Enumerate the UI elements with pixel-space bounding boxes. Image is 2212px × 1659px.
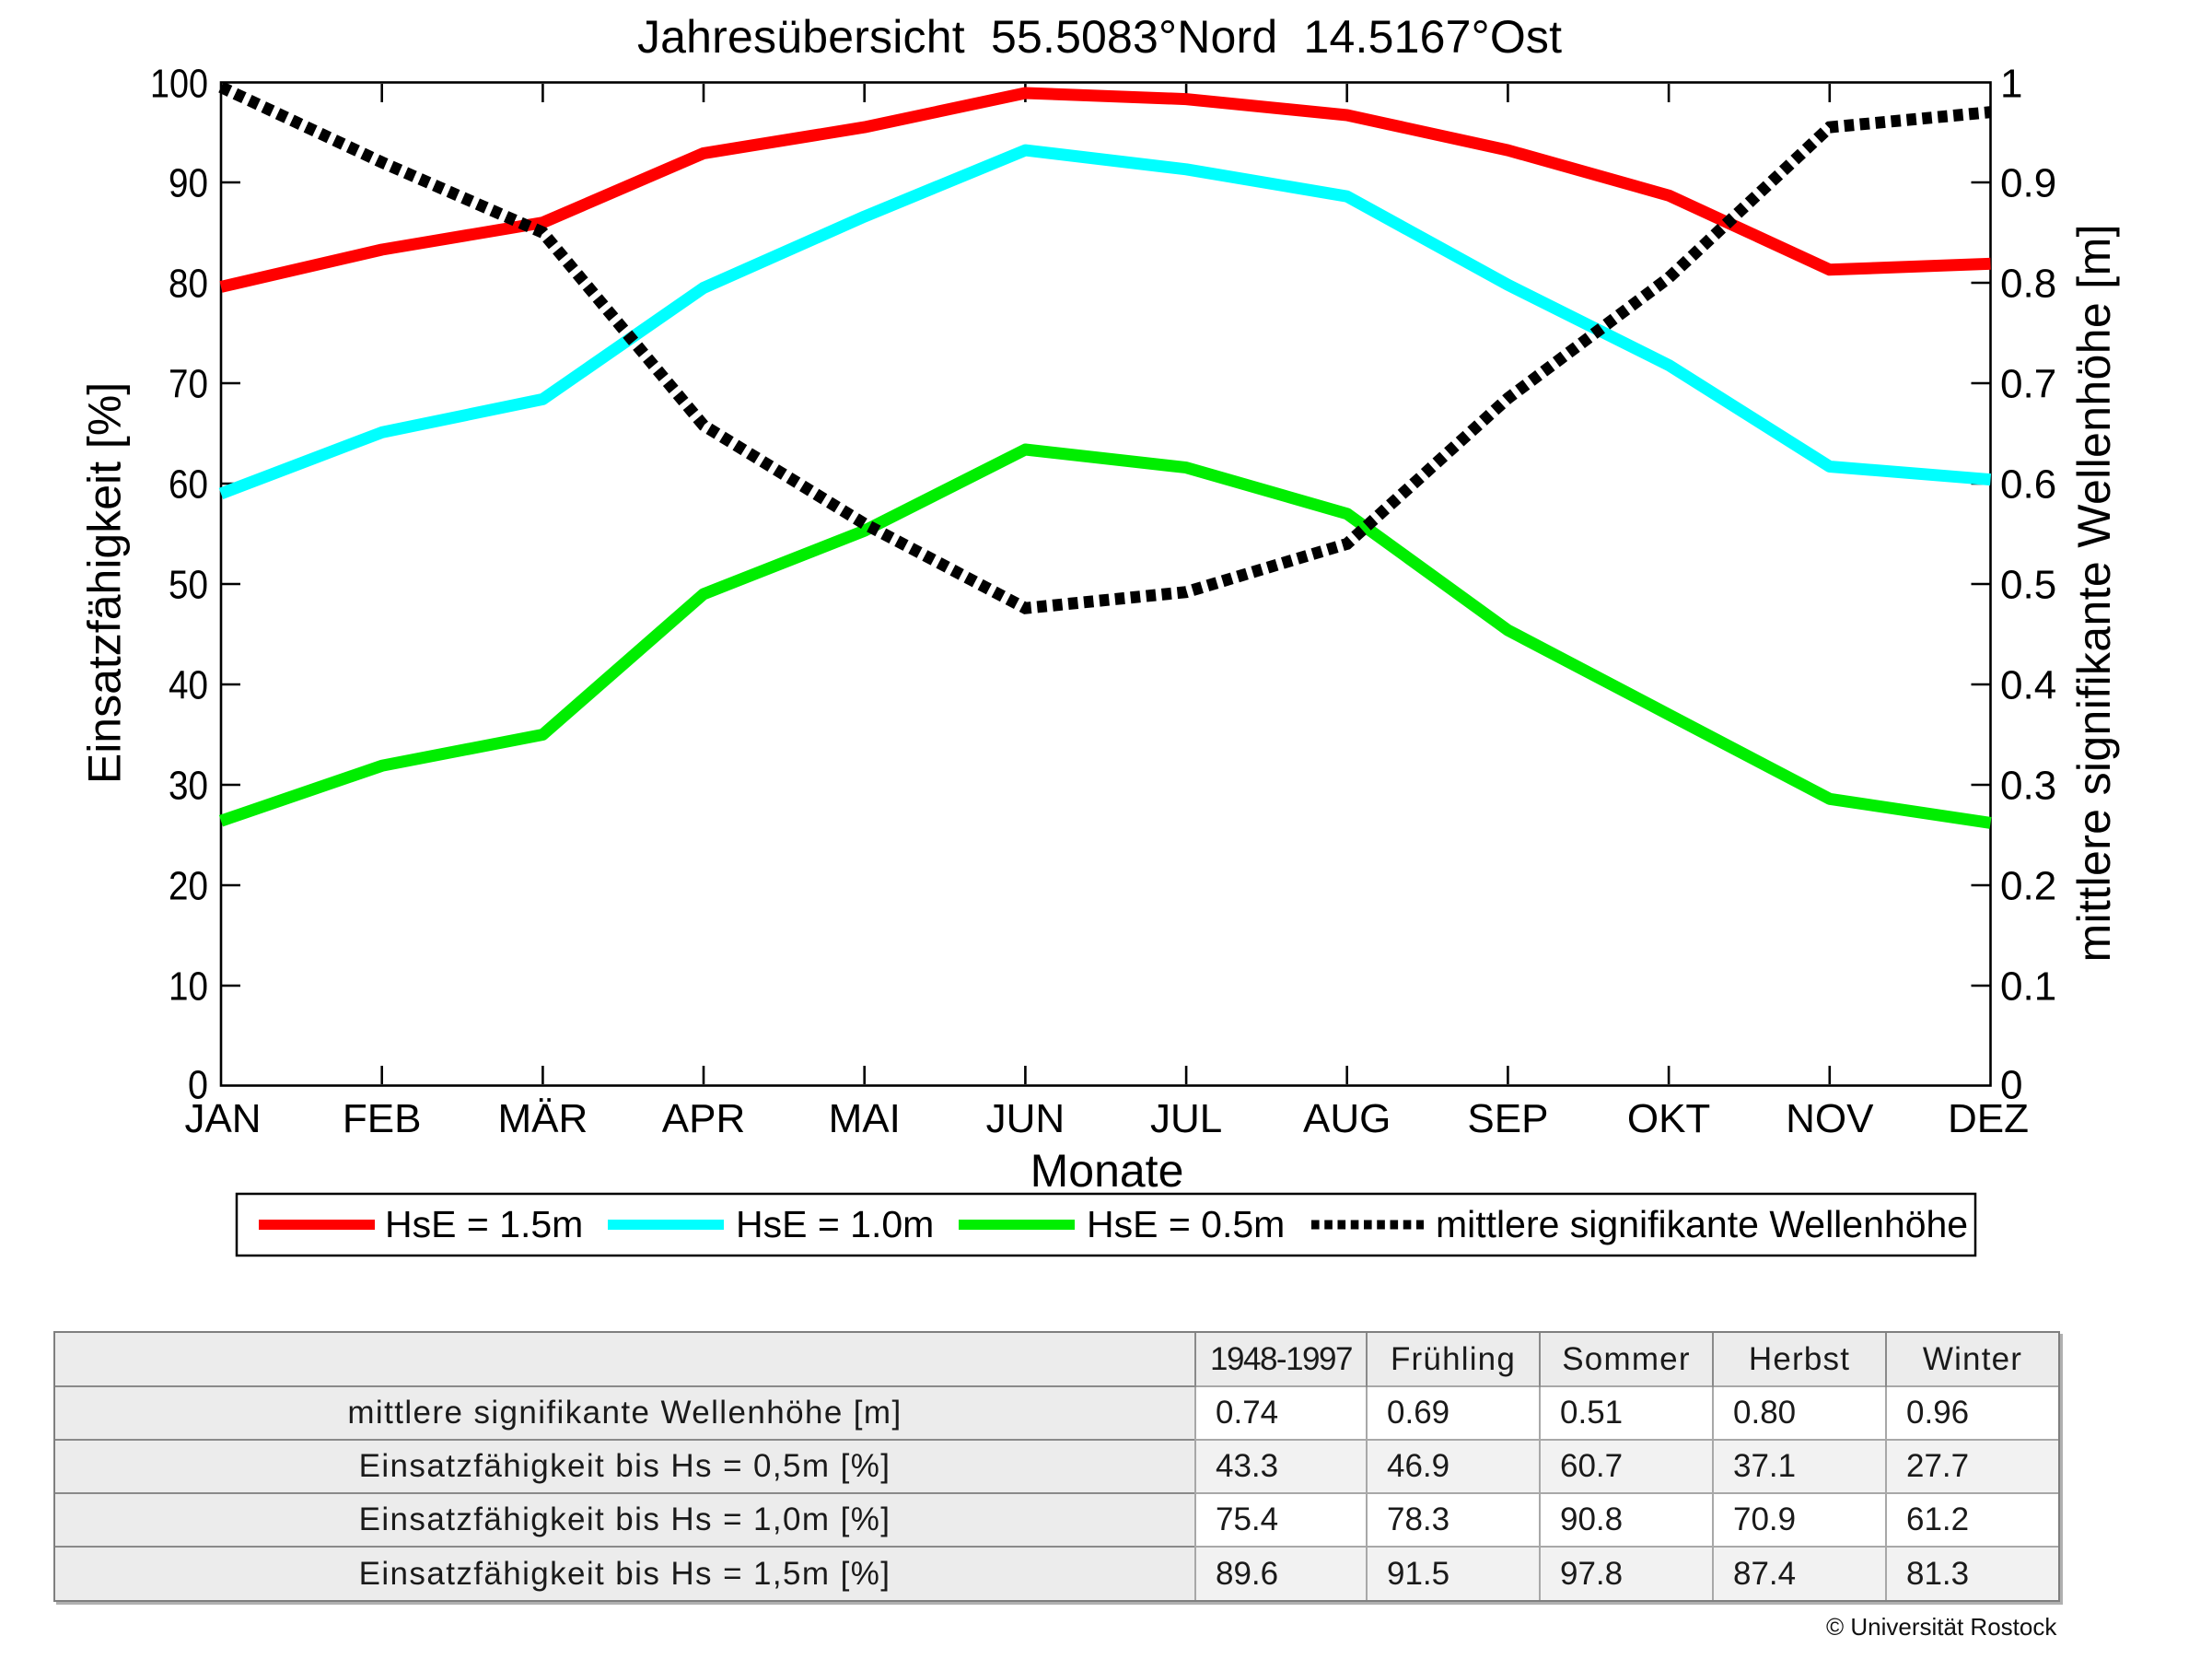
svg-text:HsE = 1.0m: HsE = 1.0m (736, 1203, 934, 1245)
svg-text:60: 60 (169, 461, 208, 507)
svg-text:70: 70 (169, 361, 208, 406)
svg-text:0: 0 (188, 1062, 208, 1107)
svg-text:MÄR: MÄR (498, 1096, 588, 1141)
svg-text:0.6: 0.6 (2000, 461, 2056, 507)
svg-text:JAN: JAN (184, 1096, 261, 1141)
svg-text:Jahresübersicht 55.5083°Nord: Jahresübersicht 55.5083°Nord 14.5167°Ost (637, 11, 1562, 63)
svg-text:90: 90 (169, 160, 208, 205)
svg-text:10: 10 (169, 964, 208, 1009)
svg-text:1: 1 (2000, 61, 2022, 106)
svg-text:JUN: JUN (986, 1096, 1065, 1141)
svg-text:0: 0 (2000, 1062, 2022, 1107)
svg-text:Einsatzfähigkeit [%]: Einsatzfähigkeit [%] (79, 382, 131, 784)
svg-text:0.1: 0.1 (2000, 964, 2056, 1009)
svg-text:NOV: NOV (1786, 1096, 1874, 1141)
svg-text:SEP: SEP (1467, 1096, 1548, 1141)
svg-text:OKT: OKT (1627, 1096, 1710, 1141)
svg-text:100: 100 (150, 61, 208, 106)
svg-text:mittlere signifikante Wellenhö: mittlere signifikante Wellenhöhe [m] (2068, 225, 2120, 963)
svg-text:JUL: JUL (1150, 1096, 1222, 1141)
svg-text:Monate: Monate (1030, 1145, 1184, 1197)
svg-text:HsE = 0.5m: HsE = 0.5m (1087, 1203, 1285, 1245)
svg-text:0.4: 0.4 (2000, 662, 2056, 707)
svg-text:30: 30 (169, 763, 208, 808)
svg-text:MAI: MAI (829, 1096, 901, 1141)
svg-text:APR: APR (662, 1096, 745, 1141)
svg-text:50: 50 (169, 562, 208, 607)
svg-text:80: 80 (169, 261, 208, 306)
svg-text:0.7: 0.7 (2000, 361, 2056, 406)
svg-text:HsE = 1.5m: HsE = 1.5m (385, 1203, 583, 1245)
svg-text:0.3: 0.3 (2000, 763, 2056, 808)
svg-text:0.9: 0.9 (2000, 160, 2056, 205)
svg-text:0.5: 0.5 (2000, 562, 2056, 607)
svg-text:40: 40 (169, 662, 208, 707)
svg-text:DEZ: DEZ (1948, 1096, 2029, 1141)
svg-text:AUG: AUG (1303, 1096, 1391, 1141)
svg-text:0.2: 0.2 (2000, 863, 2056, 908)
svg-text:mittlere signifikante Wellenhö: mittlere signifikante Wellenhöhe (1436, 1203, 1968, 1245)
svg-text:0.8: 0.8 (2000, 261, 2056, 306)
svg-text:FEB: FEB (343, 1096, 422, 1141)
svg-text:20: 20 (169, 863, 208, 908)
